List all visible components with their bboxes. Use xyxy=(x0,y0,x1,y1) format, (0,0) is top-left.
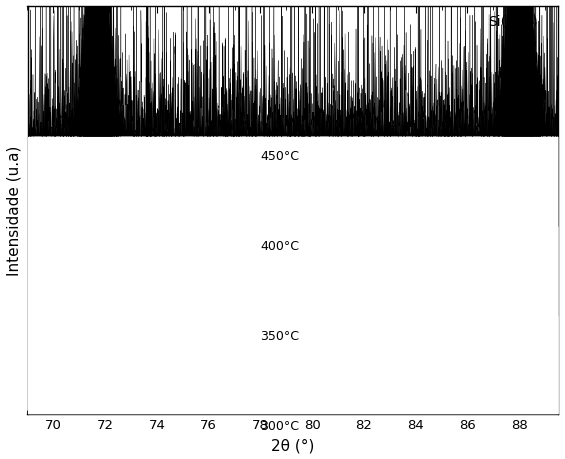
Text: 400°C: 400°C xyxy=(260,240,299,252)
Y-axis label: Intensidade (u.a): Intensidade (u.a) xyxy=(7,146,22,275)
Text: Si(224): Si(224) xyxy=(488,14,538,28)
Text: 450°C: 450°C xyxy=(260,150,299,163)
X-axis label: 2θ (°): 2θ (°) xyxy=(271,437,315,452)
Text: CdTe(224): CdTe(224) xyxy=(56,114,127,128)
Text: 300°C: 300°C xyxy=(260,419,299,431)
Text: 350°C: 350°C xyxy=(260,329,299,342)
